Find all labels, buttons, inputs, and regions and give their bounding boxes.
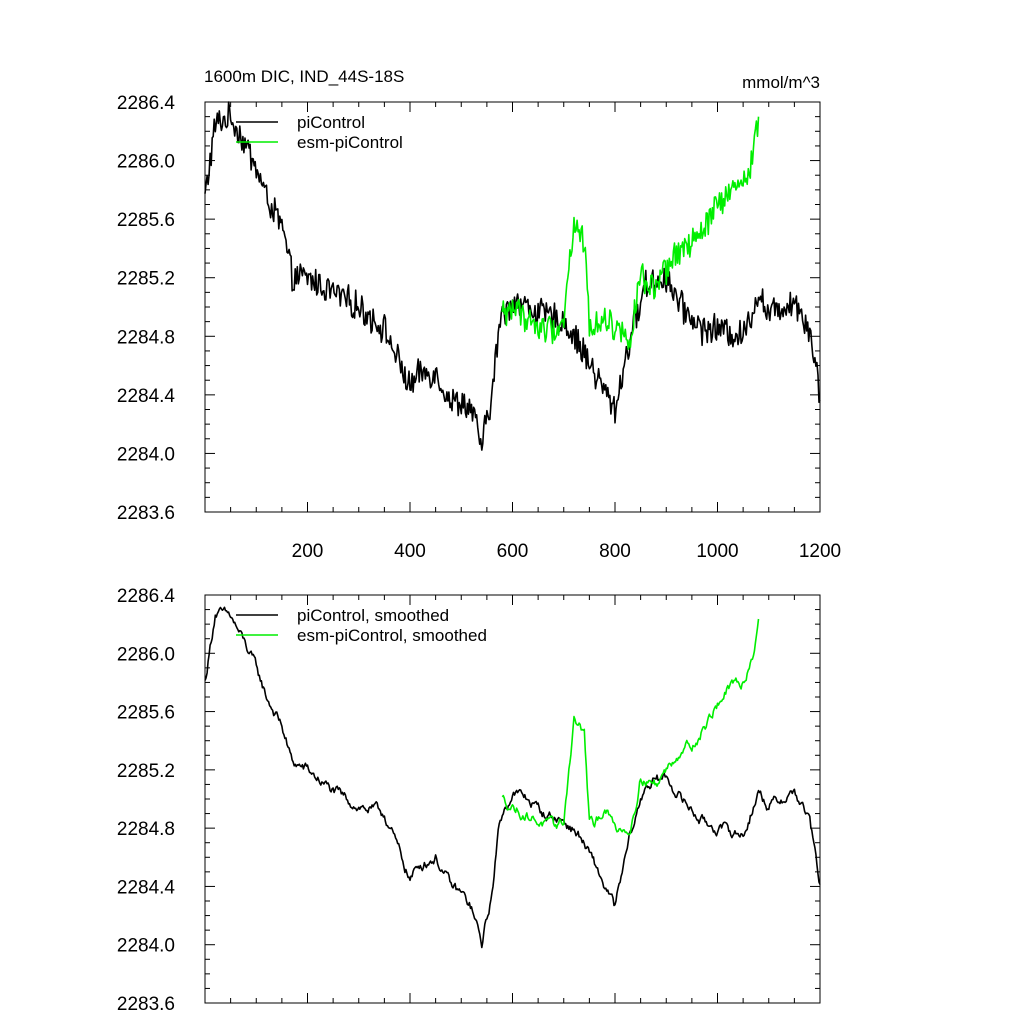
x-tick-label: 200: [292, 541, 324, 562]
y-tick-label: 2283.6: [117, 994, 175, 1015]
y-tick-label: 2284.4: [117, 877, 176, 898]
x-tick-label: 800: [599, 541, 631, 562]
y-tick-label: 2285.6: [117, 703, 175, 724]
y-tick-label: 2286.4: [117, 586, 176, 607]
series-line-esm-picontrol: [501, 618, 760, 836]
x-tick-label: 1000: [696, 541, 738, 562]
y-tick-label: 2286.4: [117, 93, 176, 114]
legend-label: piControl, smoothed: [297, 606, 449, 625]
series-line-esm-picontrol: [501, 116, 760, 350]
y-tick-label: 2284.4: [117, 386, 176, 407]
y-tick-label: 2284.0: [117, 936, 175, 957]
chart-units: mmol/m^3: [742, 73, 820, 92]
y-tick-label: 2286.0: [117, 152, 175, 173]
legend-label: esm-piControl, smoothed: [297, 626, 487, 645]
y-tick-label: 2284.0: [117, 444, 175, 465]
top-panel: 2286.4 2286.0 2285.6 2285.2 2284.8 2284.4 2284…: [117, 93, 841, 562]
y-tick-label: 2284.8: [117, 327, 175, 348]
y-tick-label: 2285.2: [117, 761, 175, 782]
y-tick-label: 2285.2: [117, 269, 175, 290]
y-tick-label: 2286.0: [117, 644, 175, 665]
bottom-panel: 2286.4 2286.0 2285.6 2285.2 2284.8 2284.4 2284…: [117, 586, 821, 1015]
y-tick-label: 2285.6: [117, 210, 175, 231]
legend-label: esm-piControl: [297, 133, 403, 152]
chart-title: 1600m DIC, IND_44S-18S: [204, 67, 404, 86]
y-tick-label: 2284.8: [117, 819, 175, 840]
x-tick-label: 1200: [799, 541, 841, 562]
series-line-picontrol: [204, 101, 821, 451]
series-line-picontrol: [204, 606, 821, 949]
y-tick-label: 2283.6: [117, 503, 175, 524]
legend-label: piControl: [297, 113, 365, 132]
x-tick-label: 400: [394, 541, 426, 562]
x-tick-label: 600: [497, 541, 529, 562]
